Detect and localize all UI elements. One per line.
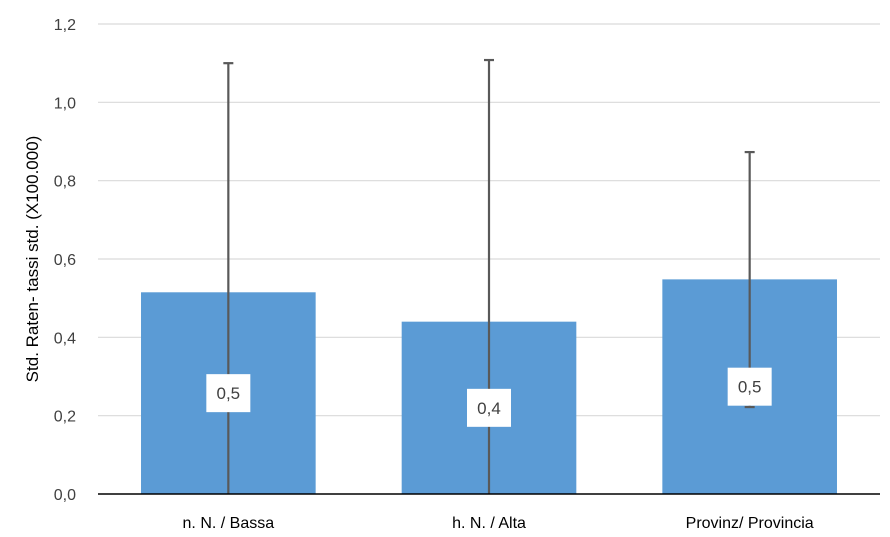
data-label: 0,5 — [727, 367, 772, 406]
y-tick-label: 1,2 — [54, 17, 76, 34]
svg-text:0,5: 0,5 — [738, 378, 762, 397]
error-bar — [744, 150, 755, 409]
x-axis-labels: n. N. / Bassa h. N. / Alta Provinz/ Provin… — [183, 515, 814, 532]
y-tick-label: 0,4 — [54, 330, 76, 347]
data-label: 0,4 — [467, 388, 511, 427]
data-label: 0,5 — [206, 374, 251, 413]
svg-text:0,5: 0,5 — [217, 384, 241, 403]
y-tick-label: 0,0 — [54, 487, 76, 504]
error-bar — [223, 62, 234, 494]
y-axis-ticks: 0,0 0,2 0,4 0,6 0,8 1,0 1,2 — [54, 17, 76, 504]
data-labels: 0,5 0,4 0,5 — [206, 367, 772, 427]
x-tick-label: n. N. / Bassa — [183, 515, 275, 532]
y-tick-label: 0,8 — [54, 174, 76, 191]
x-tick-label: h. N. / Alta — [452, 515, 526, 532]
svg-text:0,4: 0,4 — [477, 399, 501, 418]
y-axis-title: Std. Raten- tassi std. (X100.000) — [23, 136, 42, 383]
x-tick-label: Provinz/ Provincia — [686, 515, 814, 532]
y-tick-label: 1,0 — [54, 95, 76, 112]
y-tick-label: 0,2 — [54, 409, 76, 426]
y-tick-label: 0,6 — [54, 252, 76, 269]
